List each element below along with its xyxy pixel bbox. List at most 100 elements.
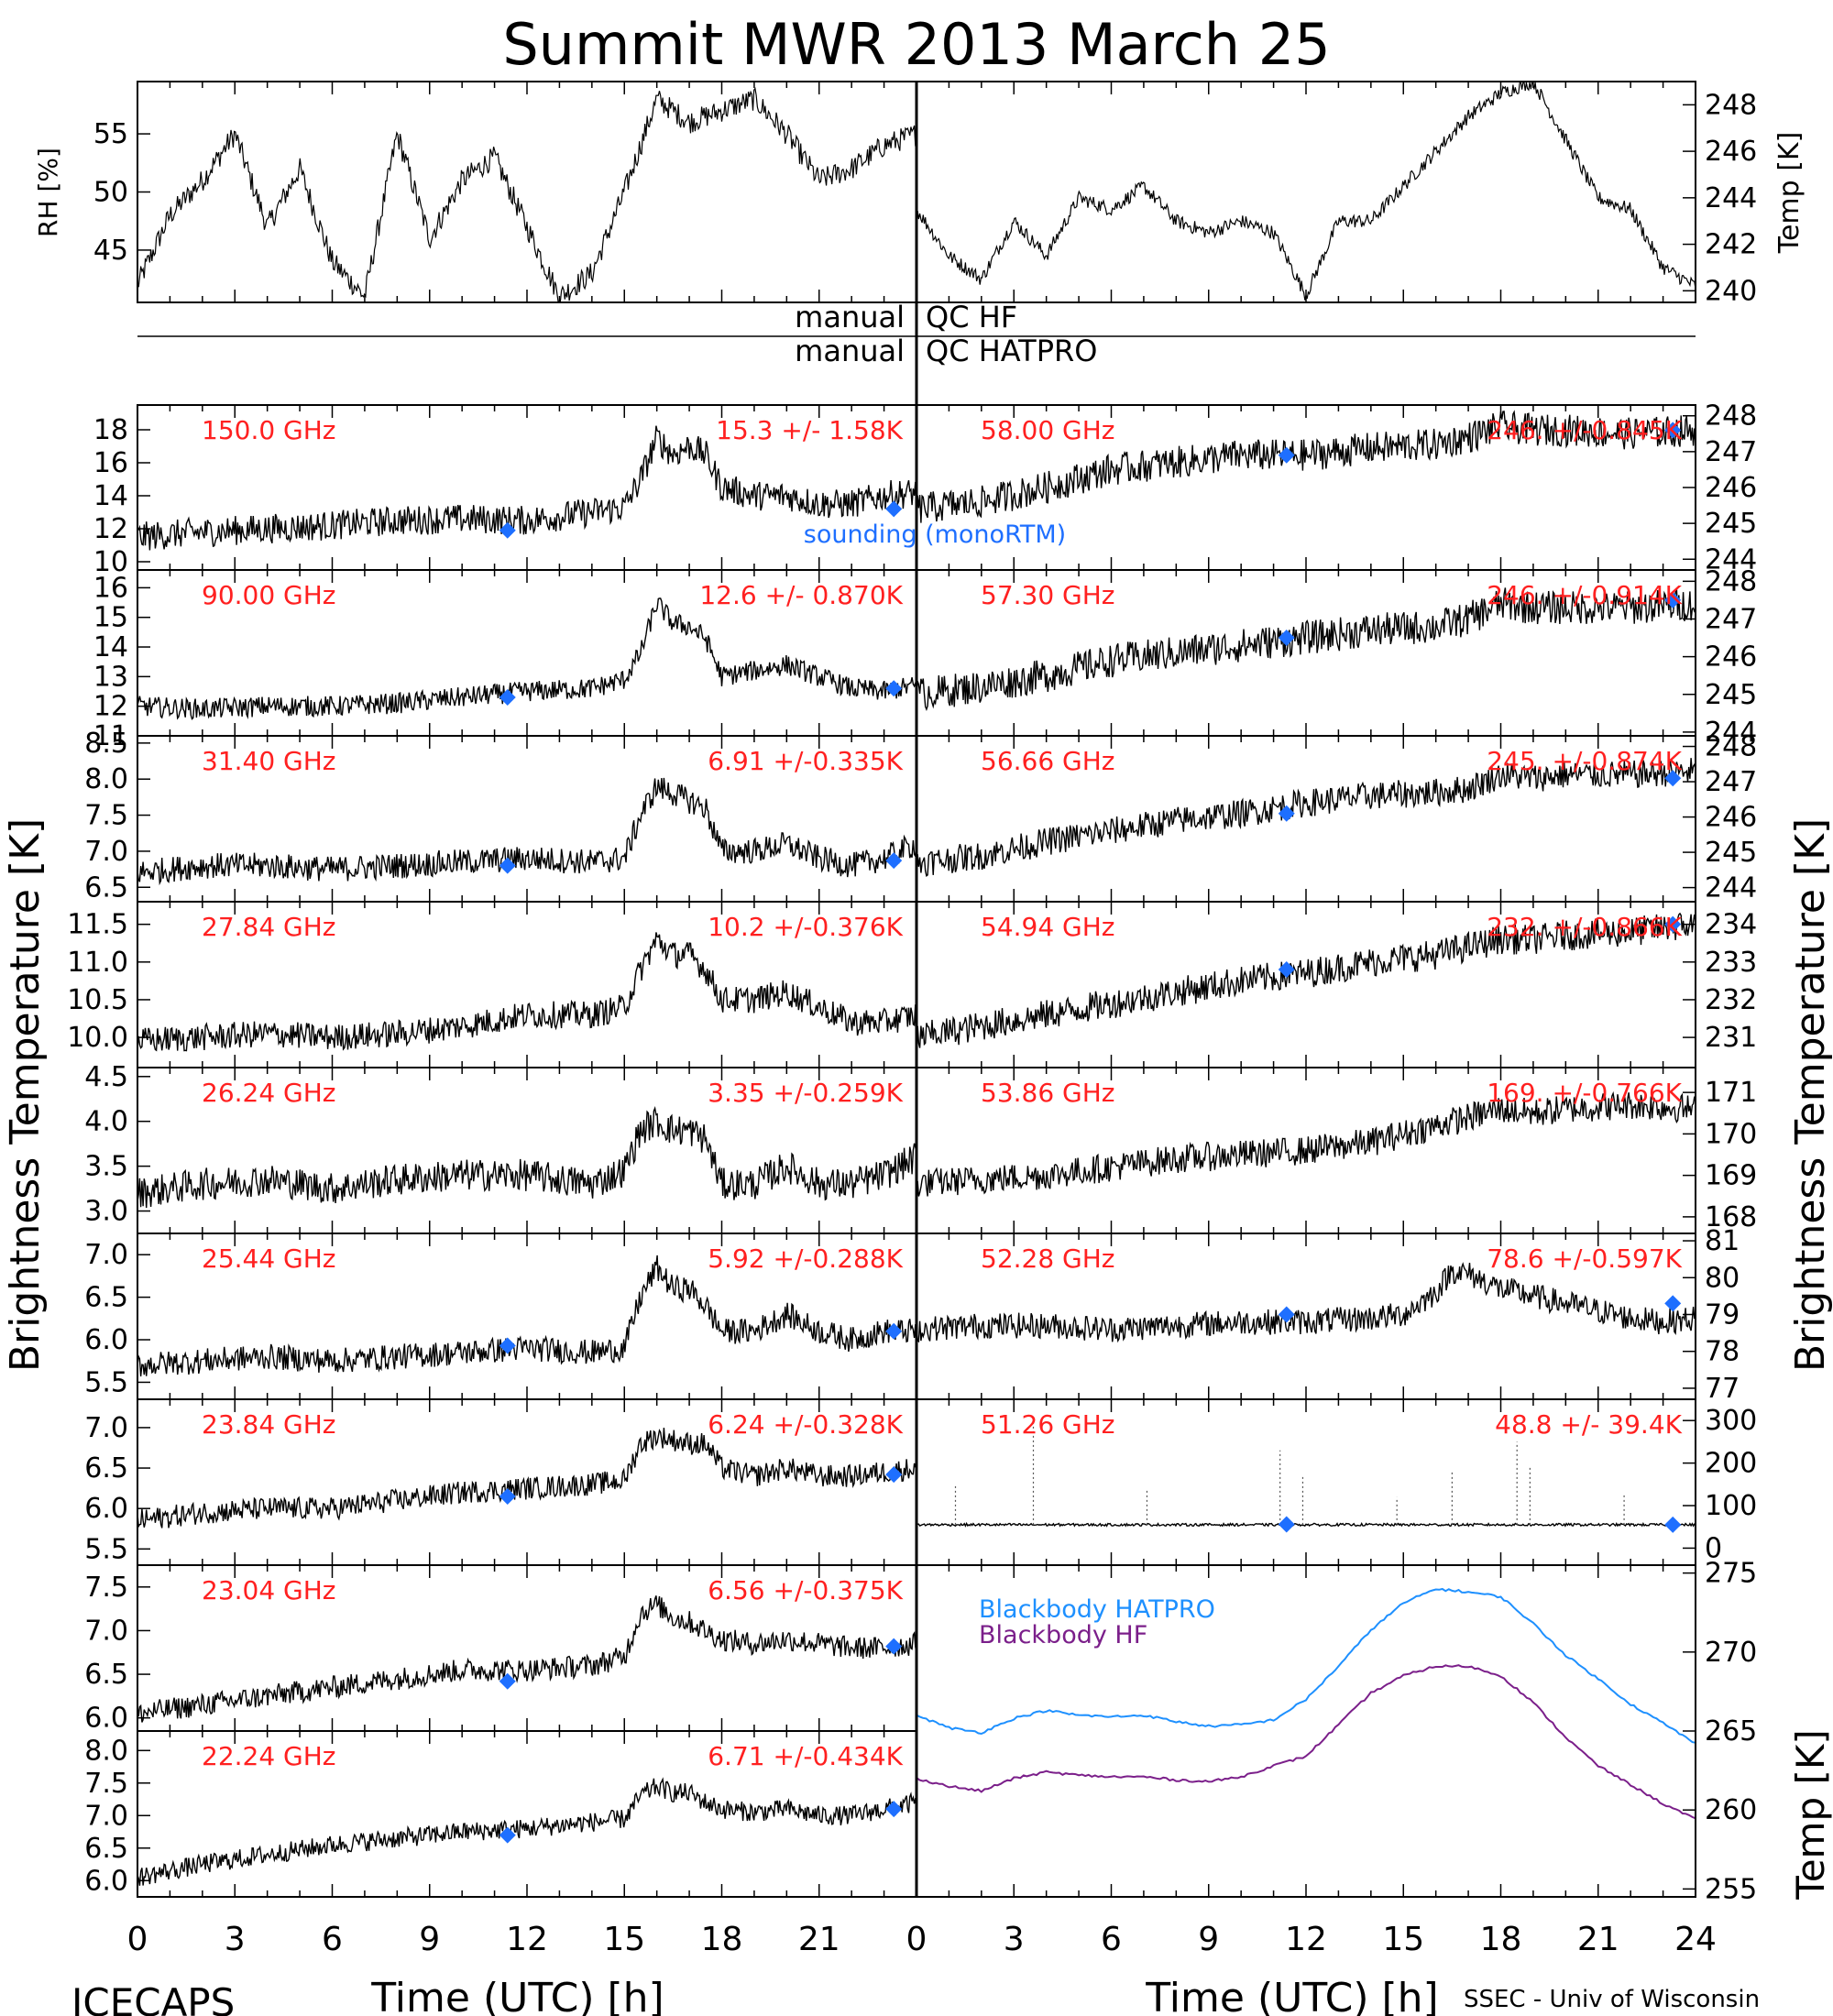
y-tick-label: 7.0	[84, 836, 128, 868]
y-tick-label: 6.5	[84, 1452, 128, 1485]
y-tick-label: 78	[1705, 1336, 1740, 1368]
y-tick-label: 170	[1705, 1118, 1757, 1150]
y-tick-label: 255	[1705, 1873, 1757, 1905]
y-tick-label: 6.0	[84, 1324, 128, 1356]
sounding-marker	[885, 1638, 903, 1655]
y-tick-label: 3.0	[84, 1196, 128, 1228]
channel-stats: 78.6 +/-0.597K	[1487, 1244, 1682, 1274]
channel-panel-l2304: 6.0 6.5 7.0 7.5 23.04 GHz 6.56 +/-0.375K	[84, 1564, 917, 1735]
channel-stats: 245. +/-0.874K	[1487, 746, 1682, 776]
channel-frequency: 23.84 GHz	[202, 1409, 336, 1440]
y-tick-label: 14	[93, 480, 128, 512]
y-tick-label: 3.5	[84, 1151, 128, 1183]
channel-stats: 6.71 +/-0.434K	[708, 1741, 903, 1771]
channel-stats: 246. +/-0.914K	[1487, 580, 1682, 610]
channel-panel-l2624: 3.0 3.5 4.0 4.5 26.24 GHz 3.35 +/-0.259K	[84, 1061, 917, 1234]
sounding-marker	[1278, 805, 1295, 822]
x-tick-label: 6	[322, 1921, 343, 1958]
channel-stats: 232. +/-0.866K	[1487, 912, 1682, 942]
y-tick-label: 100	[1705, 1490, 1757, 1522]
sounding-marker	[499, 1337, 516, 1354]
right-axis-label: Brightness Temperature [K]	[1787, 818, 1833, 1372]
x-tick-label: 12	[1285, 1921, 1327, 1958]
y-tick-label: 242	[1705, 229, 1757, 261]
channel-frequency: 58.00 GHz	[981, 415, 1115, 445]
y-tick-label: 265	[1705, 1715, 1757, 1748]
y-tick-label: 247	[1705, 766, 1757, 798]
y-tick-label: 246	[1705, 136, 1757, 168]
sounding-marker	[499, 1826, 516, 1844]
data-trace	[137, 1427, 917, 1528]
data-trace	[916, 587, 1696, 711]
y-tick-label: 300	[1705, 1405, 1757, 1437]
channel-stats: 3.35 +/-0.259K	[708, 1078, 903, 1108]
channel-panel-r5730: 244 245 246 247 248 57.30 GHz 246. +/-0.914K	[916, 565, 1757, 749]
sounding-legend: sounding (monoRTM)	[804, 520, 1066, 549]
data-trace	[137, 1105, 917, 1209]
y-tick-label: 12	[93, 691, 128, 723]
y-tick-label: 7.5	[84, 800, 128, 832]
y-tick-label: 16	[93, 447, 128, 479]
y-tick-label: 244	[1705, 182, 1757, 214]
y-tick-label: 7.5	[84, 1768, 128, 1800]
channel-panel-l2224: 6.06.57.07.58.0 22.24 GHz 6.71 +/-0.434K	[84, 1730, 917, 1898]
data-trace	[137, 597, 917, 720]
y-tick-label: 248	[1705, 400, 1757, 433]
channel-frequency: 27.84 GHz	[202, 912, 336, 942]
y-tick-label: 6.5	[84, 871, 128, 904]
sounding-marker	[1664, 1295, 1682, 1312]
channel-panel-l2384: 5.5 6.0 6.5 7.0 23.84 GHz 6.24 +/-0.328K	[84, 1398, 917, 1566]
channel-frequency: 90.00 GHz	[202, 580, 336, 610]
qc-manual-hatpro: manual	[795, 334, 905, 368]
y-tick-label: 260	[1705, 1794, 1757, 1826]
y-tick-label: 7.0	[84, 1239, 128, 1271]
y-tick-label: 6.5	[84, 1833, 128, 1865]
y-tick-label: 8.0	[84, 763, 128, 795]
channel-frequency: 57.30 GHz	[981, 580, 1115, 610]
x-tick-label: 15	[1382, 1921, 1424, 1958]
y-tick-label: 18	[93, 414, 128, 446]
sounding-marker	[499, 857, 516, 874]
channel-frequency: 53.86 GHz	[981, 1078, 1115, 1108]
sounding-marker	[1278, 630, 1295, 647]
y-tick-label: 169	[1705, 1160, 1757, 1192]
y-tick-label: 247	[1705, 436, 1757, 468]
x-tick-label: 21	[798, 1921, 840, 1958]
data-trace	[137, 1595, 917, 1723]
y-tick-label: 81	[1705, 1225, 1740, 1257]
sounding-marker	[885, 1322, 903, 1340]
data-trace	[916, 410, 1696, 523]
data-trace	[916, 1521, 1696, 1528]
channel-frequency: 26.24 GHz	[202, 1078, 336, 1108]
x-tick-label: 12	[506, 1921, 548, 1958]
y-tick-label: 247	[1705, 603, 1757, 635]
y-tick-label: 246	[1705, 802, 1757, 834]
sounding-marker	[1664, 770, 1682, 787]
y-tick-label: 246	[1705, 641, 1757, 674]
x-axis-label-right: Time (UTC) [h]	[1145, 1975, 1438, 2016]
channel-frequency: 25.44 GHz	[202, 1244, 336, 1274]
y-tick-label: 248	[1705, 89, 1757, 121]
rh-axis-label: RH [%]	[33, 148, 63, 237]
y-tick-label: 244	[1705, 717, 1757, 749]
sounding-marker	[1664, 915, 1682, 933]
x-axis-left-ticks: 0 3 6 9 12 15 18 21	[127, 1921, 840, 1958]
y-tick-label: 11	[93, 720, 128, 752]
channel-stats: 6.24 +/-0.328K	[708, 1409, 903, 1440]
channel-frequency: 54.94 GHz	[981, 912, 1115, 942]
x-tick-label: 3	[1004, 1921, 1025, 1958]
footer-ssec: SSEC - Univ of Wisconsin	[1464, 1986, 1760, 2013]
sounding-marker	[885, 680, 903, 697]
channel-frequency: 31.40 GHz	[202, 746, 336, 776]
y-tick-label: 245	[1705, 508, 1757, 540]
sounding-marker	[1278, 1306, 1295, 1323]
temp-axis-label: Temp [K]	[1773, 132, 1806, 255]
y-tick-label: 200	[1705, 1448, 1757, 1480]
y-tick-label: 232	[1705, 984, 1757, 1016]
y-tick-label: 16	[93, 572, 128, 604]
sounding-marker	[1278, 1516, 1295, 1533]
y-tick-label: 8.5	[84, 728, 128, 760]
